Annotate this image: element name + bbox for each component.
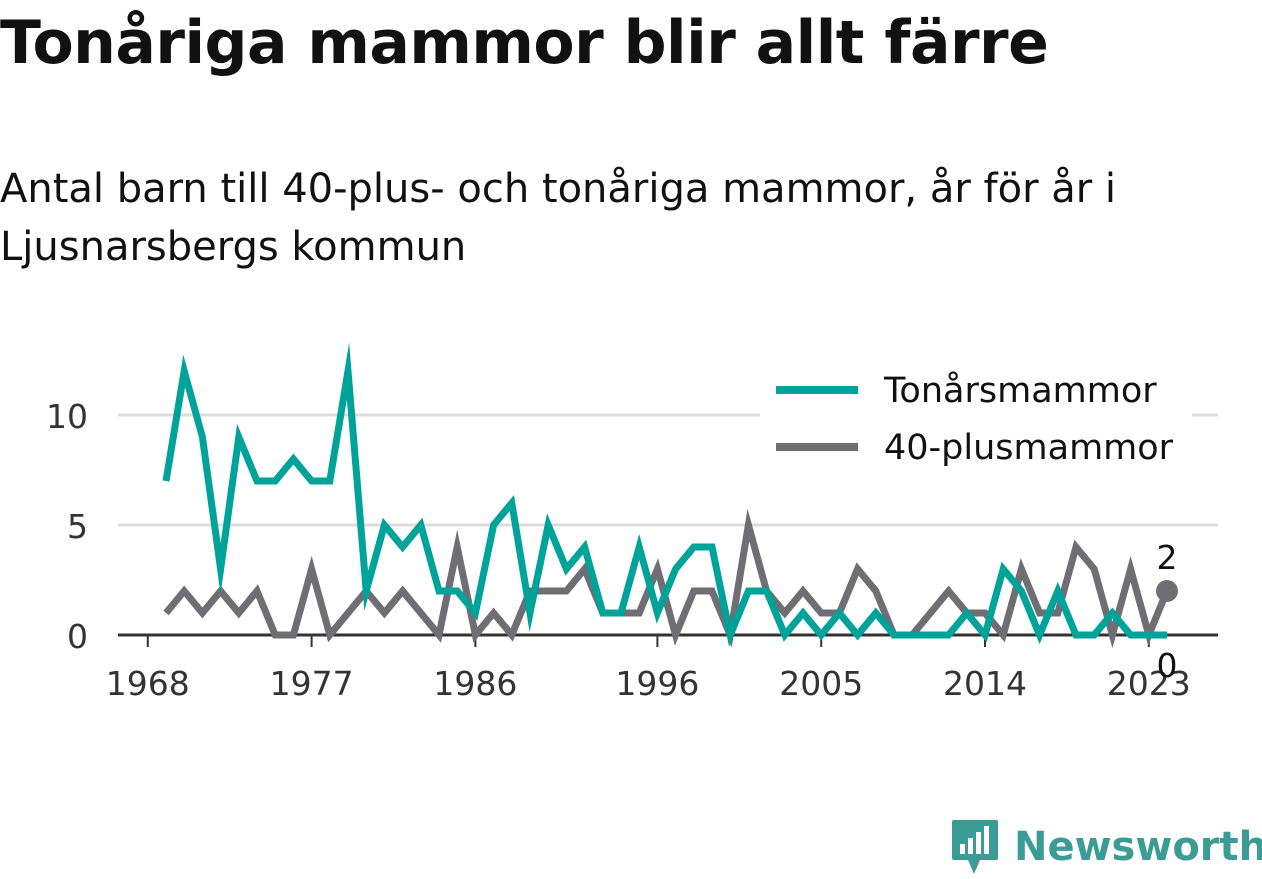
newsworthy-logo-icon: [952, 820, 998, 874]
brand-name: Newsworthy: [1014, 824, 1262, 870]
legend-background: [760, 365, 1192, 475]
end-point-marker: [1156, 580, 1178, 602]
series-line-tonarsmammor: [162, 342, 1167, 647]
x-tick-label: 1996: [615, 664, 699, 703]
chart-title: Tonåriga mammor blir allt färre: [0, 8, 1049, 78]
x-tick-label: 2023: [1107, 664, 1191, 703]
x-tick-label: 1977: [270, 664, 354, 703]
x-tick-label: 2005: [779, 664, 863, 703]
x-tick-label: 2014: [943, 664, 1027, 703]
series-line-40-plusmammor: [163, 508, 1171, 649]
end-value-label: 2: [1157, 538, 1178, 577]
y-tick-label: 10: [46, 397, 88, 436]
brand: Newsworthy: [950, 818, 1262, 876]
end-value-label: 0: [1157, 646, 1178, 685]
y-tick-label: 0: [67, 617, 88, 656]
x-tick-label: 1986: [433, 664, 517, 703]
legend-label: 40-plusmammor: [884, 428, 1174, 468]
x-tick-label: 1968: [106, 664, 190, 703]
y-tick-label: 5: [67, 507, 88, 546]
legend-label: Tonårsmammor: [883, 370, 1157, 411]
chart-subtitle: Antal barn till 40-plus- och tonåriga ma…: [0, 166, 1117, 270]
